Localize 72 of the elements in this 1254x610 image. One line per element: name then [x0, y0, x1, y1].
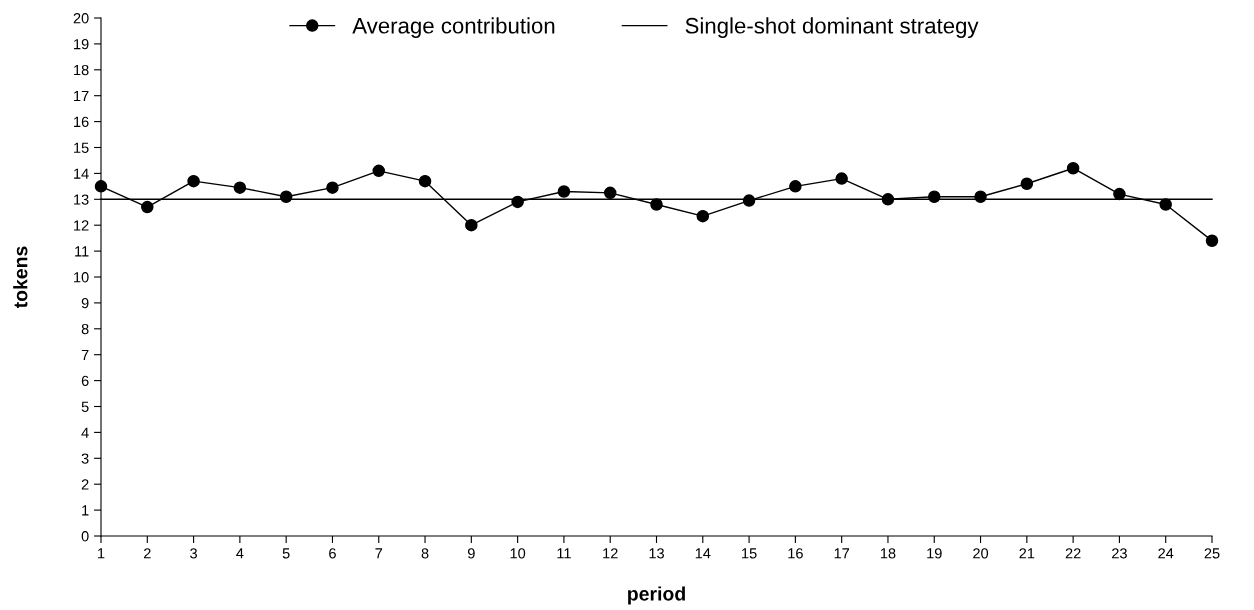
x-tick-label: 20 — [973, 548, 989, 559]
x-tick-label: 1 — [98, 548, 105, 559]
point — [326, 181, 339, 194]
y-tick-label: 8 — [81, 323, 89, 335]
point — [696, 209, 710, 223]
point — [557, 185, 571, 198]
point — [742, 194, 756, 207]
x-tick-label: 5 — [282, 548, 290, 559]
point — [974, 190, 987, 203]
x-tick-label: 24 — [1158, 548, 1174, 559]
point — [789, 180, 802, 193]
y-tick-label: 18 — [74, 64, 89, 76]
point — [511, 195, 524, 209]
y-tick-label: 3 — [81, 453, 89, 464]
y-tick-label: 4 — [81, 427, 89, 438]
x-tick-label: 22 — [1065, 548, 1081, 559]
legend-label: Single-shot dominant strategy — [685, 17, 979, 38]
y-axis-title: tokens — [13, 246, 28, 309]
x-tick-label: 15 — [742, 548, 757, 559]
x-tick-label: 3 — [190, 548, 197, 559]
point — [233, 181, 247, 194]
point — [1066, 161, 1080, 175]
point — [927, 190, 941, 203]
x-tick-label: 10 — [510, 548, 526, 559]
x-tick-label: 11 — [557, 548, 571, 559]
x-tick-label: 7 — [375, 548, 383, 559]
y-tick-label: 7 — [81, 349, 89, 360]
x-tick-label: 6 — [329, 548, 336, 559]
x-tick-label: 18 — [880, 548, 896, 559]
y-tick-label: 14 — [74, 168, 89, 179]
x-tick-label: 21 — [1019, 548, 1035, 559]
y-tick-label: 13 — [74, 194, 89, 205]
x-tick-label: 23 — [1112, 548, 1127, 559]
point — [1159, 198, 1172, 211]
x-tick-label: 19 — [927, 548, 942, 559]
y-tick-label: 6 — [81, 375, 89, 387]
x-tick-label: 8 — [421, 548, 429, 559]
y-tick-label: 20 — [73, 13, 89, 24]
y-tick-label: 1 — [82, 505, 89, 516]
x-tick-label: 25 — [1204, 548, 1220, 559]
point — [418, 174, 432, 188]
y-tick-label: 9 — [81, 298, 89, 309]
point — [372, 164, 386, 178]
y-tick-label: 17 — [74, 90, 89, 101]
x-tick-label: 2 — [143, 548, 151, 559]
x-tick-label: 9 — [467, 548, 475, 559]
y-tick-label: 5 — [81, 401, 89, 412]
point — [187, 174, 200, 188]
x-tick-label: 4 — [236, 548, 244, 559]
y-tick-label: 0 — [81, 531, 89, 542]
point — [465, 218, 478, 232]
x-axis-title: period — [628, 586, 685, 605]
x-tick-label: 16 — [788, 548, 803, 559]
y-tick-label: 10 — [74, 272, 89, 283]
point — [1205, 234, 1219, 247]
x-tick-label: 12 — [603, 548, 618, 559]
y-tick-label: 16 — [74, 116, 89, 128]
point — [603, 186, 617, 200]
point — [1020, 177, 1034, 191]
x-tick-label: 13 — [649, 548, 664, 559]
y-tick-label: 2 — [81, 479, 89, 490]
y-tick-label: 19 — [74, 39, 89, 50]
point — [650, 198, 663, 211]
y-tick-label: 12 — [74, 220, 89, 231]
point — [1113, 187, 1126, 201]
legend-label: Average contribution — [352, 17, 555, 38]
point — [141, 200, 154, 214]
point — [835, 172, 848, 185]
y-tick-label: 11 — [75, 246, 89, 257]
y-tick-label: 15 — [74, 142, 89, 153]
x-tick-label: 14 — [695, 548, 711, 559]
x-tick-label: 17 — [834, 548, 850, 559]
